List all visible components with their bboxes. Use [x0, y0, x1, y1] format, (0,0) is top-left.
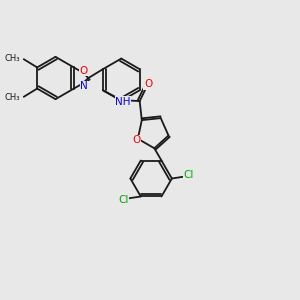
Text: CH₃: CH₃	[5, 94, 20, 103]
Text: Cl: Cl	[118, 194, 128, 205]
Text: CH₃: CH₃	[5, 53, 20, 62]
Text: O: O	[132, 135, 140, 145]
Text: O: O	[79, 66, 88, 76]
Text: Cl: Cl	[184, 170, 194, 181]
Text: N: N	[80, 81, 88, 91]
Text: O: O	[144, 79, 152, 89]
Text: NH: NH	[115, 97, 130, 106]
